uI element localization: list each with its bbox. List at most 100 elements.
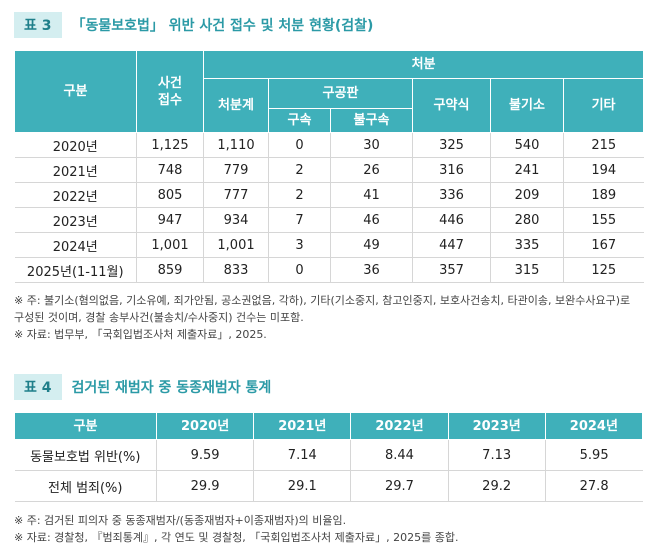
header-cell: 2020년 xyxy=(155,412,255,440)
table-label: 표 3 xyxy=(14,12,62,38)
table-cell: 26 xyxy=(330,157,413,183)
table-cell: 27.8 xyxy=(544,470,643,502)
header-cell: 사건 접수 xyxy=(136,50,204,133)
header-cell: 구분 xyxy=(14,412,157,440)
table-cell: 29.9 xyxy=(155,470,254,502)
table-cell: 2 xyxy=(268,182,331,208)
header-cell: 불기소 xyxy=(490,78,564,133)
table-row: 동물보호법 위반(%) 9.59 7.14 8.44 7.13 5.95 xyxy=(14,439,643,471)
caption: 표 4 검거된 재범자 중 동종재범자 통계 xyxy=(14,374,271,400)
table-cell: 1,110 xyxy=(203,132,269,158)
table-cell: 동물보호법 위반(%) xyxy=(14,439,157,471)
table-cell: 748 xyxy=(136,157,204,183)
caption: 표 3 「동물보호법」 위반 사건 접수 및 처분 현황(검찰) xyxy=(14,12,373,38)
header-cell: 처분 xyxy=(202,50,645,79)
table-cell: 241 xyxy=(490,157,564,183)
table-cell: 335 xyxy=(490,232,564,258)
header-row: 구분 2020년 2021년 2022년 2023년 2024년 xyxy=(14,412,644,440)
table-cell: 7 xyxy=(268,207,331,233)
table-cell: 0 xyxy=(268,257,331,283)
header-cell: 2023년 xyxy=(447,412,546,440)
table-cell: 49 xyxy=(330,232,413,258)
table-cell: 2023년 xyxy=(14,207,137,233)
table-cell: 215 xyxy=(562,132,644,158)
table-cell: 7.14 xyxy=(253,439,351,471)
table-cell: 934 xyxy=(203,207,269,233)
header-cell: 구약식 xyxy=(412,78,491,133)
header-cell: 불구속 xyxy=(330,108,413,133)
table-cell: 859 xyxy=(136,257,204,283)
table-label: 표 4 xyxy=(14,374,62,400)
table-title: 검거된 재범자 중 동종재범자 통계 xyxy=(71,380,272,396)
table-row: 2025년(1-11월) 859 833 0 36 357 315 125 xyxy=(14,257,644,283)
table-cell: 29.7 xyxy=(350,470,449,502)
table-cell: 7.13 xyxy=(447,439,546,471)
table: 구분 사건 접수 처분 처분계 구공판 구약식 불기소 기타 구속 불구속 20… xyxy=(14,50,645,283)
table-cell: 194 xyxy=(562,157,644,183)
table-cell: 447 xyxy=(412,232,491,258)
header-cell: 기타 xyxy=(562,78,645,133)
table-cell: 779 xyxy=(203,157,269,183)
notes: ※ 주: 검거된 피의자 중 동종재범자/(동종재범자+이종재범자)의 비율임.… xyxy=(14,512,643,546)
table-cell: 357 xyxy=(412,257,491,283)
table-cell: 189 xyxy=(562,182,644,208)
table-cell: 446 xyxy=(412,207,491,233)
table-row: 2024년 1,001 1,001 3 49 447 335 167 xyxy=(14,232,644,258)
table-cell: 125 xyxy=(562,257,644,283)
table-body: 동물보호법 위반(%) 9.59 7.14 8.44 7.13 5.95 전체 범죄(%) 2… xyxy=(14,439,643,502)
table-cell: 1,001 xyxy=(136,232,204,258)
table-cell: 947 xyxy=(136,207,204,233)
table-cell: 280 xyxy=(490,207,564,233)
table-cell: 2020년 xyxy=(14,132,137,158)
header-cell: 구공판 xyxy=(268,78,413,109)
table-cell: 336 xyxy=(412,182,491,208)
table-cell: 167 xyxy=(562,232,644,258)
table-cell: 29.2 xyxy=(447,470,546,502)
table-cell: 3 xyxy=(268,232,331,258)
table-cell: 9.59 xyxy=(155,439,254,471)
table-cell: 155 xyxy=(562,207,644,233)
table-cell: 805 xyxy=(136,182,204,208)
table-cell: 29.1 xyxy=(253,470,351,502)
table-body: 2020년 1,125 1,110 0 30 325 540 215 2021년 748 779 2 2… xyxy=(14,132,644,283)
header-cell: 처분계 xyxy=(203,78,269,133)
table-cell: 2024년 xyxy=(14,232,137,258)
table-cell: 36 xyxy=(330,257,413,283)
table-row: 2021년 748 779 2 26 316 241 194 xyxy=(14,157,644,183)
header-cell: 2021년 xyxy=(253,412,352,440)
note: ※ 자료: 경찰청, 『범죄통계』, 각 연도 및 경찰청, 「국회입법조사처 … xyxy=(14,531,459,544)
table-cell: 2025년(1-11월) xyxy=(14,257,137,283)
table-cell: 8.44 xyxy=(350,439,449,471)
note: ※ 주: 검거된 피의자 중 동종재범자/(동종재범자+이종재범자)의 비율임. xyxy=(14,514,347,527)
header-cell: 2022년 xyxy=(350,412,449,440)
table-cell: 325 xyxy=(412,132,491,158)
table-cell: 2021년 xyxy=(14,157,137,183)
table-row: 2023년 947 934 7 46 446 280 155 xyxy=(14,207,644,233)
note: ※ 주: 불기소(혐의없음, 기소유예, 죄가안됨, 공소권없음, 각하), 기… xyxy=(14,294,631,324)
table-cell: 540 xyxy=(490,132,564,158)
table-cell: 2 xyxy=(268,157,331,183)
table-cell: 전체 범죄(%) xyxy=(14,470,157,502)
table-title: 「동물보호법」 위반 사건 접수 및 처분 현황(검찰) xyxy=(71,18,374,34)
table-row: 2022년 805 777 2 41 336 209 189 xyxy=(14,182,644,208)
note: ※ 자료: 법무부, 「국회입법조사처 제출자료」, 2025. xyxy=(14,328,267,341)
table-cell: 1,001 xyxy=(203,232,269,258)
table-cell: 46 xyxy=(330,207,413,233)
table: 구분 2020년 2021년 2022년 2023년 2024년 동물보호법 위반(%) 9… xyxy=(14,412,644,502)
table-cell: 833 xyxy=(203,257,269,283)
table-row: 2020년 1,125 1,110 0 30 325 540 215 xyxy=(14,132,644,158)
header-cell: 구분 xyxy=(14,50,137,133)
table-cell: 5.95 xyxy=(544,439,643,471)
table-cell: 315 xyxy=(490,257,564,283)
table-row: 전체 범죄(%) 29.9 29.1 29.7 29.2 27.8 xyxy=(14,470,643,502)
table-cell: 316 xyxy=(412,157,491,183)
notes: ※ 주: 불기소(혐의없음, 기소유예, 죄가안됨, 공소권없음, 각하), 기… xyxy=(14,292,643,343)
table-cell: 1,125 xyxy=(136,132,204,158)
header-cell: 2024년 xyxy=(544,412,644,440)
table-cell: 209 xyxy=(490,182,564,208)
table-cell: 777 xyxy=(203,182,269,208)
table-cell: 0 xyxy=(268,132,331,158)
header-cell: 구속 xyxy=(268,108,331,133)
table-cell: 30 xyxy=(330,132,413,158)
